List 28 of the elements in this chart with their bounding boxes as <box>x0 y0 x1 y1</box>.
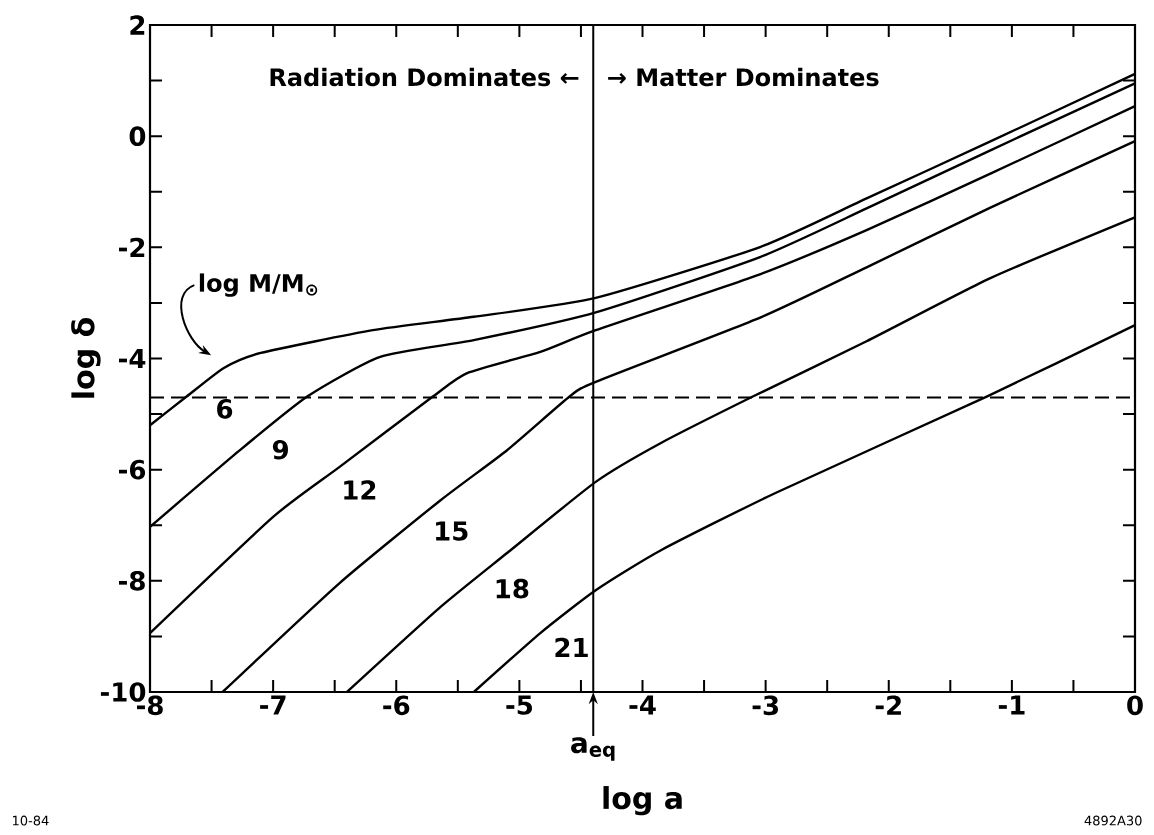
ref-line-label: a$_{eq}$ <box>571 737 615 761</box>
y-tick-label: -8 <box>119 570 145 591</box>
series-label: 12 <box>344 480 376 500</box>
x-tick-label: -6 <box>383 695 410 716</box>
x-tick-label: -2 <box>875 695 901 715</box>
x-tick-label: 0 <box>1127 695 1143 716</box>
annotation: → Matter Dominates <box>608 67 879 87</box>
series-label: 18 <box>496 578 529 599</box>
x-tick-label: -7 <box>260 695 286 715</box>
legend-label: 6 <box>217 399 233 419</box>
series-label: 21 <box>555 637 588 657</box>
x-tick-label: -4 <box>629 695 656 715</box>
annotation: Radiation Dominates ← <box>270 67 579 87</box>
y-tick-label: -4 <box>119 349 146 368</box>
text: 4892A30 <box>1084 815 1142 826</box>
x-tick-label: -3 <box>752 695 778 716</box>
y-tick-label: 2 <box>130 15 145 35</box>
y-tick-label: -6 <box>119 459 146 480</box>
annotation: log M/M$_{⊙}$ <box>199 273 318 297</box>
text: 10-84 <box>12 815 49 826</box>
series-label: 15 <box>436 521 468 541</box>
x-axis-title: log a <box>603 786 682 816</box>
x-tick-label: -5 <box>506 695 533 715</box>
y-tick-label: 0 <box>129 126 146 146</box>
x-tick-label: -1 <box>998 695 1025 715</box>
y-tick-label: -2 <box>119 237 145 257</box>
series-label: 9 <box>272 439 288 460</box>
y-axis-title: log δ <box>71 318 101 398</box>
